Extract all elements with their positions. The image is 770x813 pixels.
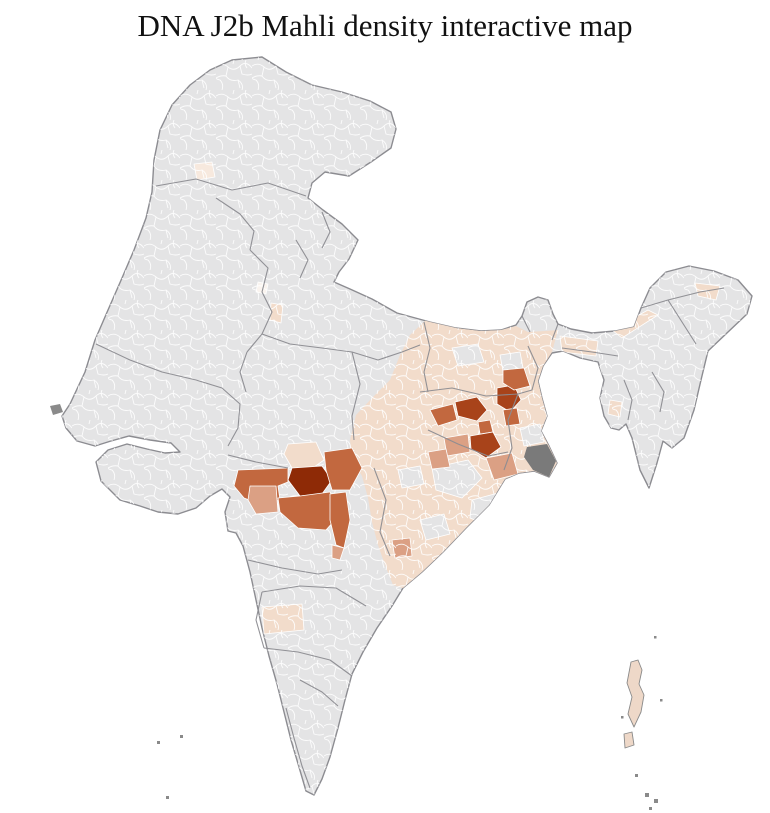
sundarbans-area: [524, 444, 556, 477]
gujarat-islet: [50, 404, 63, 415]
island-dot-3: [621, 716, 624, 719]
lakshadweep-1: [157, 741, 160, 744]
nicobar-1: [635, 774, 638, 777]
andaman-main: [626, 659, 645, 728]
islands[interactable]: [50, 404, 663, 810]
district-e-jhk-3: [477, 419, 494, 435]
district-c-salmon: [247, 485, 279, 515]
nicobar-4: [649, 807, 652, 810]
district-e-wb-mid: [502, 367, 531, 391]
district-c-right: [323, 447, 363, 491]
nicobar-2: [645, 793, 649, 797]
map-title: DNA J2b Mahli density interactive map: [137, 8, 633, 43]
district-e-jhk-1: [454, 396, 488, 422]
state-boundaries: [95, 178, 725, 789]
district-c-strip-tip: [331, 544, 345, 561]
island-dot-2: [660, 699, 663, 702]
island-dot-1: [654, 636, 657, 639]
lakshadweep-3: [166, 796, 169, 799]
district-e-salmon-3: [427, 448, 451, 470]
district-e-salmon-1: [443, 433, 471, 457]
andaman-south: [623, 731, 635, 749]
central-density-cluster[interactable]: [233, 441, 363, 561]
nicobar-3: [654, 799, 658, 803]
district-e-jhk-2: [429, 403, 458, 427]
eastern-density-cluster[interactable]: [427, 367, 531, 481]
lakshadweep-2: [180, 735, 183, 738]
